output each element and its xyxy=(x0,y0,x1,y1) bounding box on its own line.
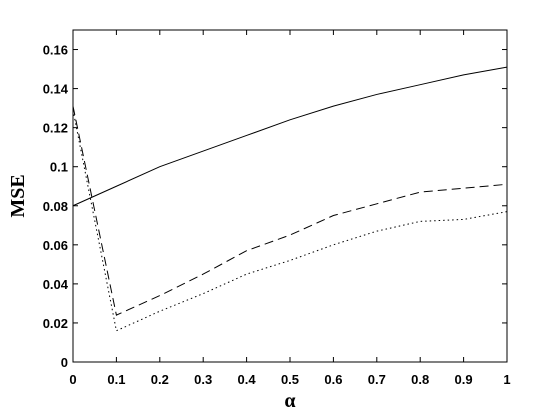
y-tick-label: 0.16 xyxy=(43,43,68,58)
y-tick-label: 0.04 xyxy=(43,277,69,292)
x-tick-label: 0.8 xyxy=(411,372,429,387)
y-axis-label: MSE xyxy=(7,174,29,217)
x-tick-label: 0.4 xyxy=(238,372,257,387)
series-line-dashed xyxy=(72,106,508,316)
x-tick-label: 1 xyxy=(503,372,510,387)
plot-area xyxy=(72,29,508,363)
y-tick-label: 0 xyxy=(61,355,68,370)
series-line-dotted xyxy=(72,109,508,332)
y-tick-label: 0.1 xyxy=(50,160,68,175)
y-tick-label: 0.06 xyxy=(43,238,68,253)
x-tick-label: 0.6 xyxy=(324,372,342,387)
x-tick-label: 0.9 xyxy=(455,372,473,387)
x-tick-label: 0.7 xyxy=(368,372,386,387)
series-line-solid xyxy=(72,66,508,207)
series-group xyxy=(72,66,508,332)
x-tick-label: 0.3 xyxy=(194,372,212,387)
y-tick-label: 0.02 xyxy=(43,316,68,331)
x-axis-label: α xyxy=(284,390,295,412)
tick-labels: 0 0.1 0.2 0.3 0.4 0.5 0.6 0.7 0.8 0.9 1 0 0.02 0.04 0.… xyxy=(43,43,511,387)
y-tick-label: 0.12 xyxy=(43,121,68,136)
x-tick-label: 0.2 xyxy=(151,372,169,387)
y-tick-label: 0.14 xyxy=(43,82,69,97)
y-tick-label: 0.08 xyxy=(43,199,68,214)
x-tick-label: 0 xyxy=(69,372,76,387)
axis-ticks xyxy=(72,30,508,363)
x-tick-label: 0.1 xyxy=(107,372,125,387)
x-tick-label: 0.5 xyxy=(281,372,299,387)
